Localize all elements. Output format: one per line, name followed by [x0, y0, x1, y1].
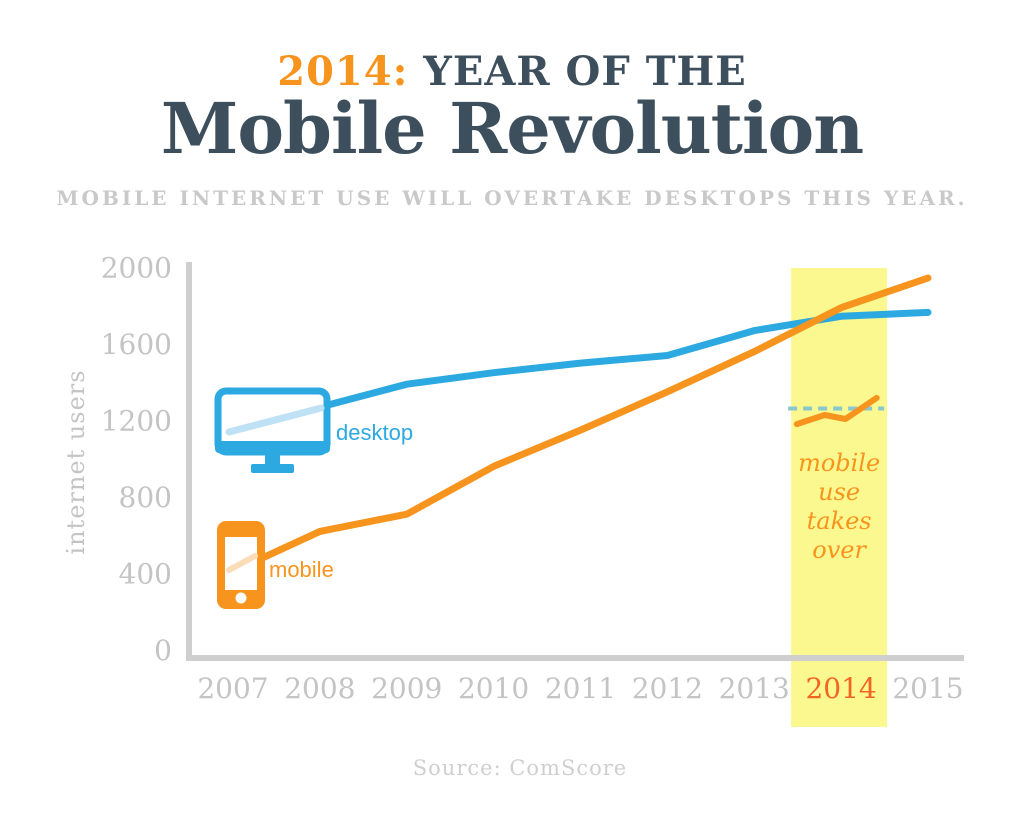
x-tick-label: 2015 — [892, 672, 963, 705]
monitor-bottom-bar — [215, 441, 330, 453]
labels-layer: 0 400 800 1200 1600 2000 2007 2008 2009 2010 2011 2… — [62, 252, 964, 706]
desktop-monitor-icon — [214, 387, 331, 473]
axes-layer — [186, 262, 964, 661]
y-tick-label: 0 — [154, 634, 172, 667]
y-tick-label: 800 — [119, 481, 172, 514]
y-tick-label: 400 — [119, 558, 172, 591]
header: 2014: YEAR OF THE Mobile Revolution MOBI… — [0, 0, 1024, 211]
x-tick-label: 2010 — [458, 672, 529, 705]
highlight-band-2014 — [791, 268, 888, 727]
series-label-mobile: mobile — [269, 557, 334, 582]
monitor-stand-neck — [265, 451, 280, 467]
monitor-screen-trend-line — [225, 404, 325, 436]
x-tick-label: 2007 — [197, 672, 268, 705]
series-label-desktop: desktop — [336, 420, 413, 445]
phone-home-button — [235, 592, 247, 604]
annotation-line: use — [818, 478, 860, 506]
title-kicker-text: YEAR OF THE — [423, 48, 747, 95]
x-tick-label: 2008 — [284, 672, 355, 705]
x-tick-label: 2011 — [545, 672, 616, 705]
y-tick-label: 2000 — [101, 252, 172, 285]
series-lines-layer — [229, 274, 932, 576]
x-tick-label: 2009 — [371, 672, 442, 705]
y-tick-label: 1200 — [101, 405, 172, 438]
page-title: Mobile Revolution — [160, 87, 864, 170]
monitor-stand-base — [251, 464, 294, 473]
mobile-phone-icon — [217, 521, 265, 609]
title-year-highlight: 2014: — [277, 48, 409, 95]
annotation-line: over — [812, 536, 867, 564]
highlight-band-layer — [788, 268, 888, 727]
x-tick-label-highlight: 2014 — [805, 672, 876, 705]
annotation-line: takes — [807, 507, 872, 535]
crossover-motif-line — [793, 394, 880, 428]
phone-screen-trend-line — [226, 553, 258, 573]
title-kicker: 2014: YEAR OF THE — [0, 52, 1024, 92]
mobile-line — [229, 274, 932, 576]
x-tick-label: 2012 — [632, 672, 703, 705]
y-tick-label: 1600 — [101, 328, 172, 361]
y-axis-title: internet users — [62, 369, 90, 554]
page-subtitle: MOBILE INTERNET USE WILL OVERTAKE DESKTO… — [56, 186, 968, 210]
x-tick-label: 2013 — [719, 672, 790, 705]
crossover-motif-layer — [793, 394, 880, 428]
source-note: Source: ComScore — [412, 756, 628, 780]
annotation-line: mobile — [798, 449, 880, 477]
